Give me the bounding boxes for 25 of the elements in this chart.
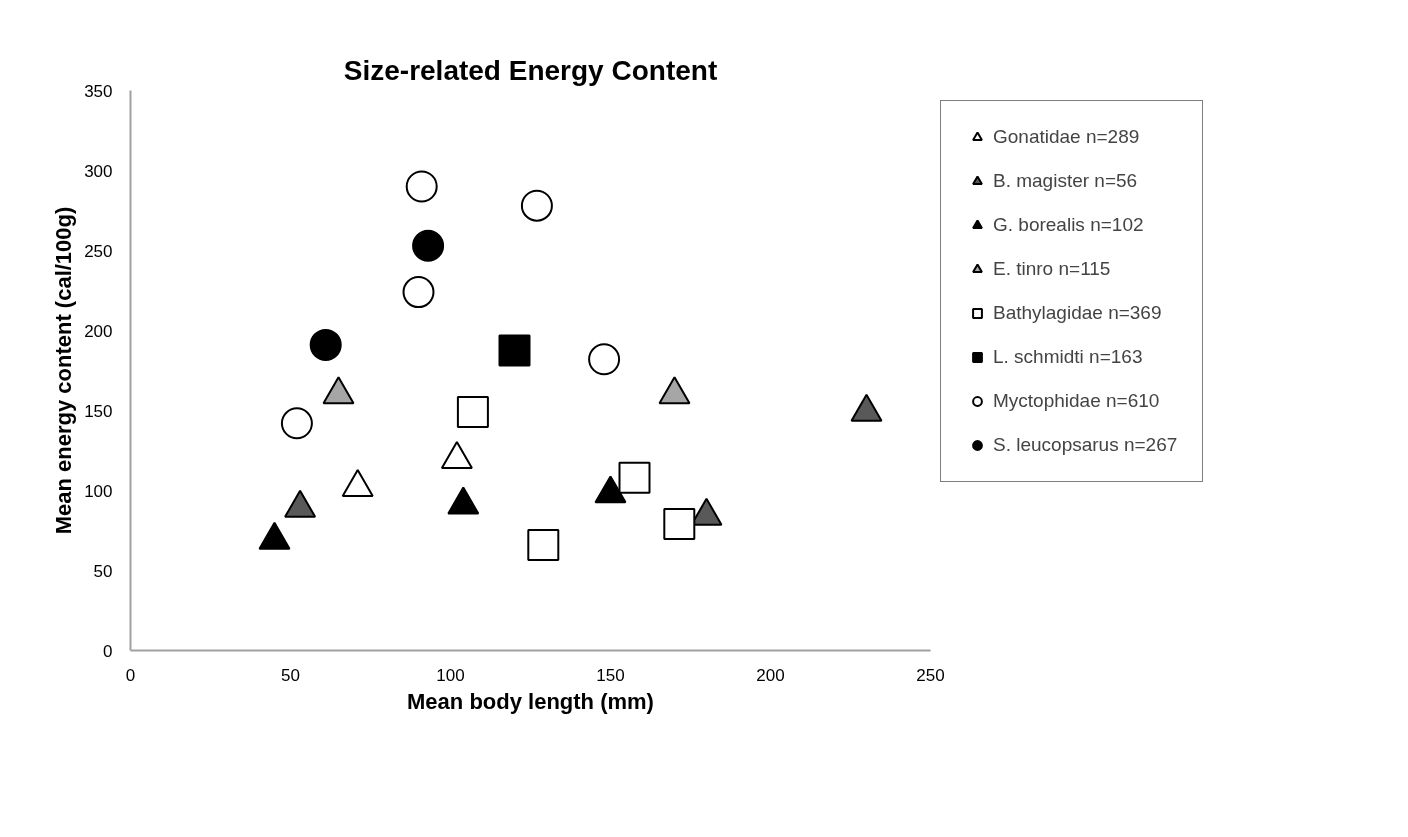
y-tick-label: 0	[103, 641, 113, 661]
chart-title: Size-related Energy Content	[343, 54, 718, 86]
legend-label: L. schmidti n=163	[993, 346, 1143, 368]
y-tick-label: 300	[84, 161, 113, 181]
legend-label: E. tinro n=115	[993, 258, 1111, 280]
y-tick-label: 150	[84, 401, 113, 421]
x-tick-label: 100	[436, 665, 465, 685]
x-axis-title: Mean body length (mm)	[407, 688, 654, 714]
x-tick-label: 250	[916, 665, 945, 685]
y-tick-label: 350	[84, 81, 113, 101]
y-axis-title: Mean energy content (cal/100g)	[51, 206, 77, 535]
y-tick-label: 250	[84, 241, 113, 261]
legend-label: G. borealis n=102	[993, 214, 1144, 236]
x-tick-label: 0	[125, 665, 136, 685]
x-tick-label: 150	[596, 665, 625, 685]
y-tick-label: 200	[84, 321, 113, 341]
x-tick-label: 200	[756, 665, 785, 685]
y-tick-label: 100	[84, 481, 113, 501]
legend-label: S. leucopsarus n=267	[993, 434, 1178, 456]
legend-label: Myctophidae n=610	[993, 390, 1160, 412]
x-tick-label: 50	[281, 665, 300, 685]
legend-label: Gonatidae n=289	[993, 126, 1140, 148]
legend-label: B. magister n=56	[993, 170, 1138, 192]
y-tick-label: 50	[93, 561, 113, 581]
legend-label: Bathylagidae n=369	[993, 302, 1162, 324]
